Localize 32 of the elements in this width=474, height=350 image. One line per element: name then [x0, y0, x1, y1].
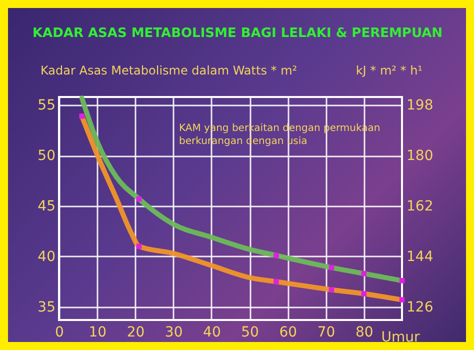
y-tick-label: 40 — [38, 248, 56, 265]
y2-tick-label: 162 — [406, 198, 434, 214]
y2-tick-label: 144 — [406, 248, 434, 265]
y2-tick-label: 126 — [406, 299, 434, 316]
point — [274, 252, 279, 258]
chart-title: KADAR ASAS METABOLISME BAGI LELAKI & PEREMPUAN — [32, 26, 443, 41]
x-tick-label: 70 — [317, 324, 336, 340]
x-tick-label: 30 — [164, 324, 183, 340]
point — [328, 287, 334, 292]
y-tick-label: 50 — [38, 148, 56, 164]
x-tick-label: 0 — [55, 324, 64, 340]
x-tick-label: 60 — [279, 324, 298, 340]
y-axis-title: Kadar Asas Metabolisme dalam Watts * m² — [40, 64, 298, 78]
x-tick-label: 20 — [126, 324, 145, 340]
y2-axis-title: kJ * m² * h¹ — [356, 64, 423, 78]
point — [361, 270, 367, 276]
point — [399, 278, 405, 284]
y-tick-label: 55 — [38, 98, 56, 114]
point — [361, 291, 367, 296]
x-tick-label: 50 — [241, 324, 259, 340]
y-tick-label: 35 — [38, 299, 56, 316]
y2-tick-label: 180 — [406, 148, 434, 164]
x-tick-label: 10 — [88, 324, 107, 340]
point — [274, 279, 279, 284]
point — [136, 244, 142, 249]
x-tick-label: 40 — [203, 324, 221, 340]
point — [399, 297, 405, 302]
x-tick-label: 80 — [355, 324, 374, 340]
point — [79, 114, 85, 119]
y-tick-label: 45 — [38, 198, 56, 214]
y2-tick-label: 198 — [406, 98, 434, 114]
x-axis-title: Umur — [381, 330, 420, 346]
